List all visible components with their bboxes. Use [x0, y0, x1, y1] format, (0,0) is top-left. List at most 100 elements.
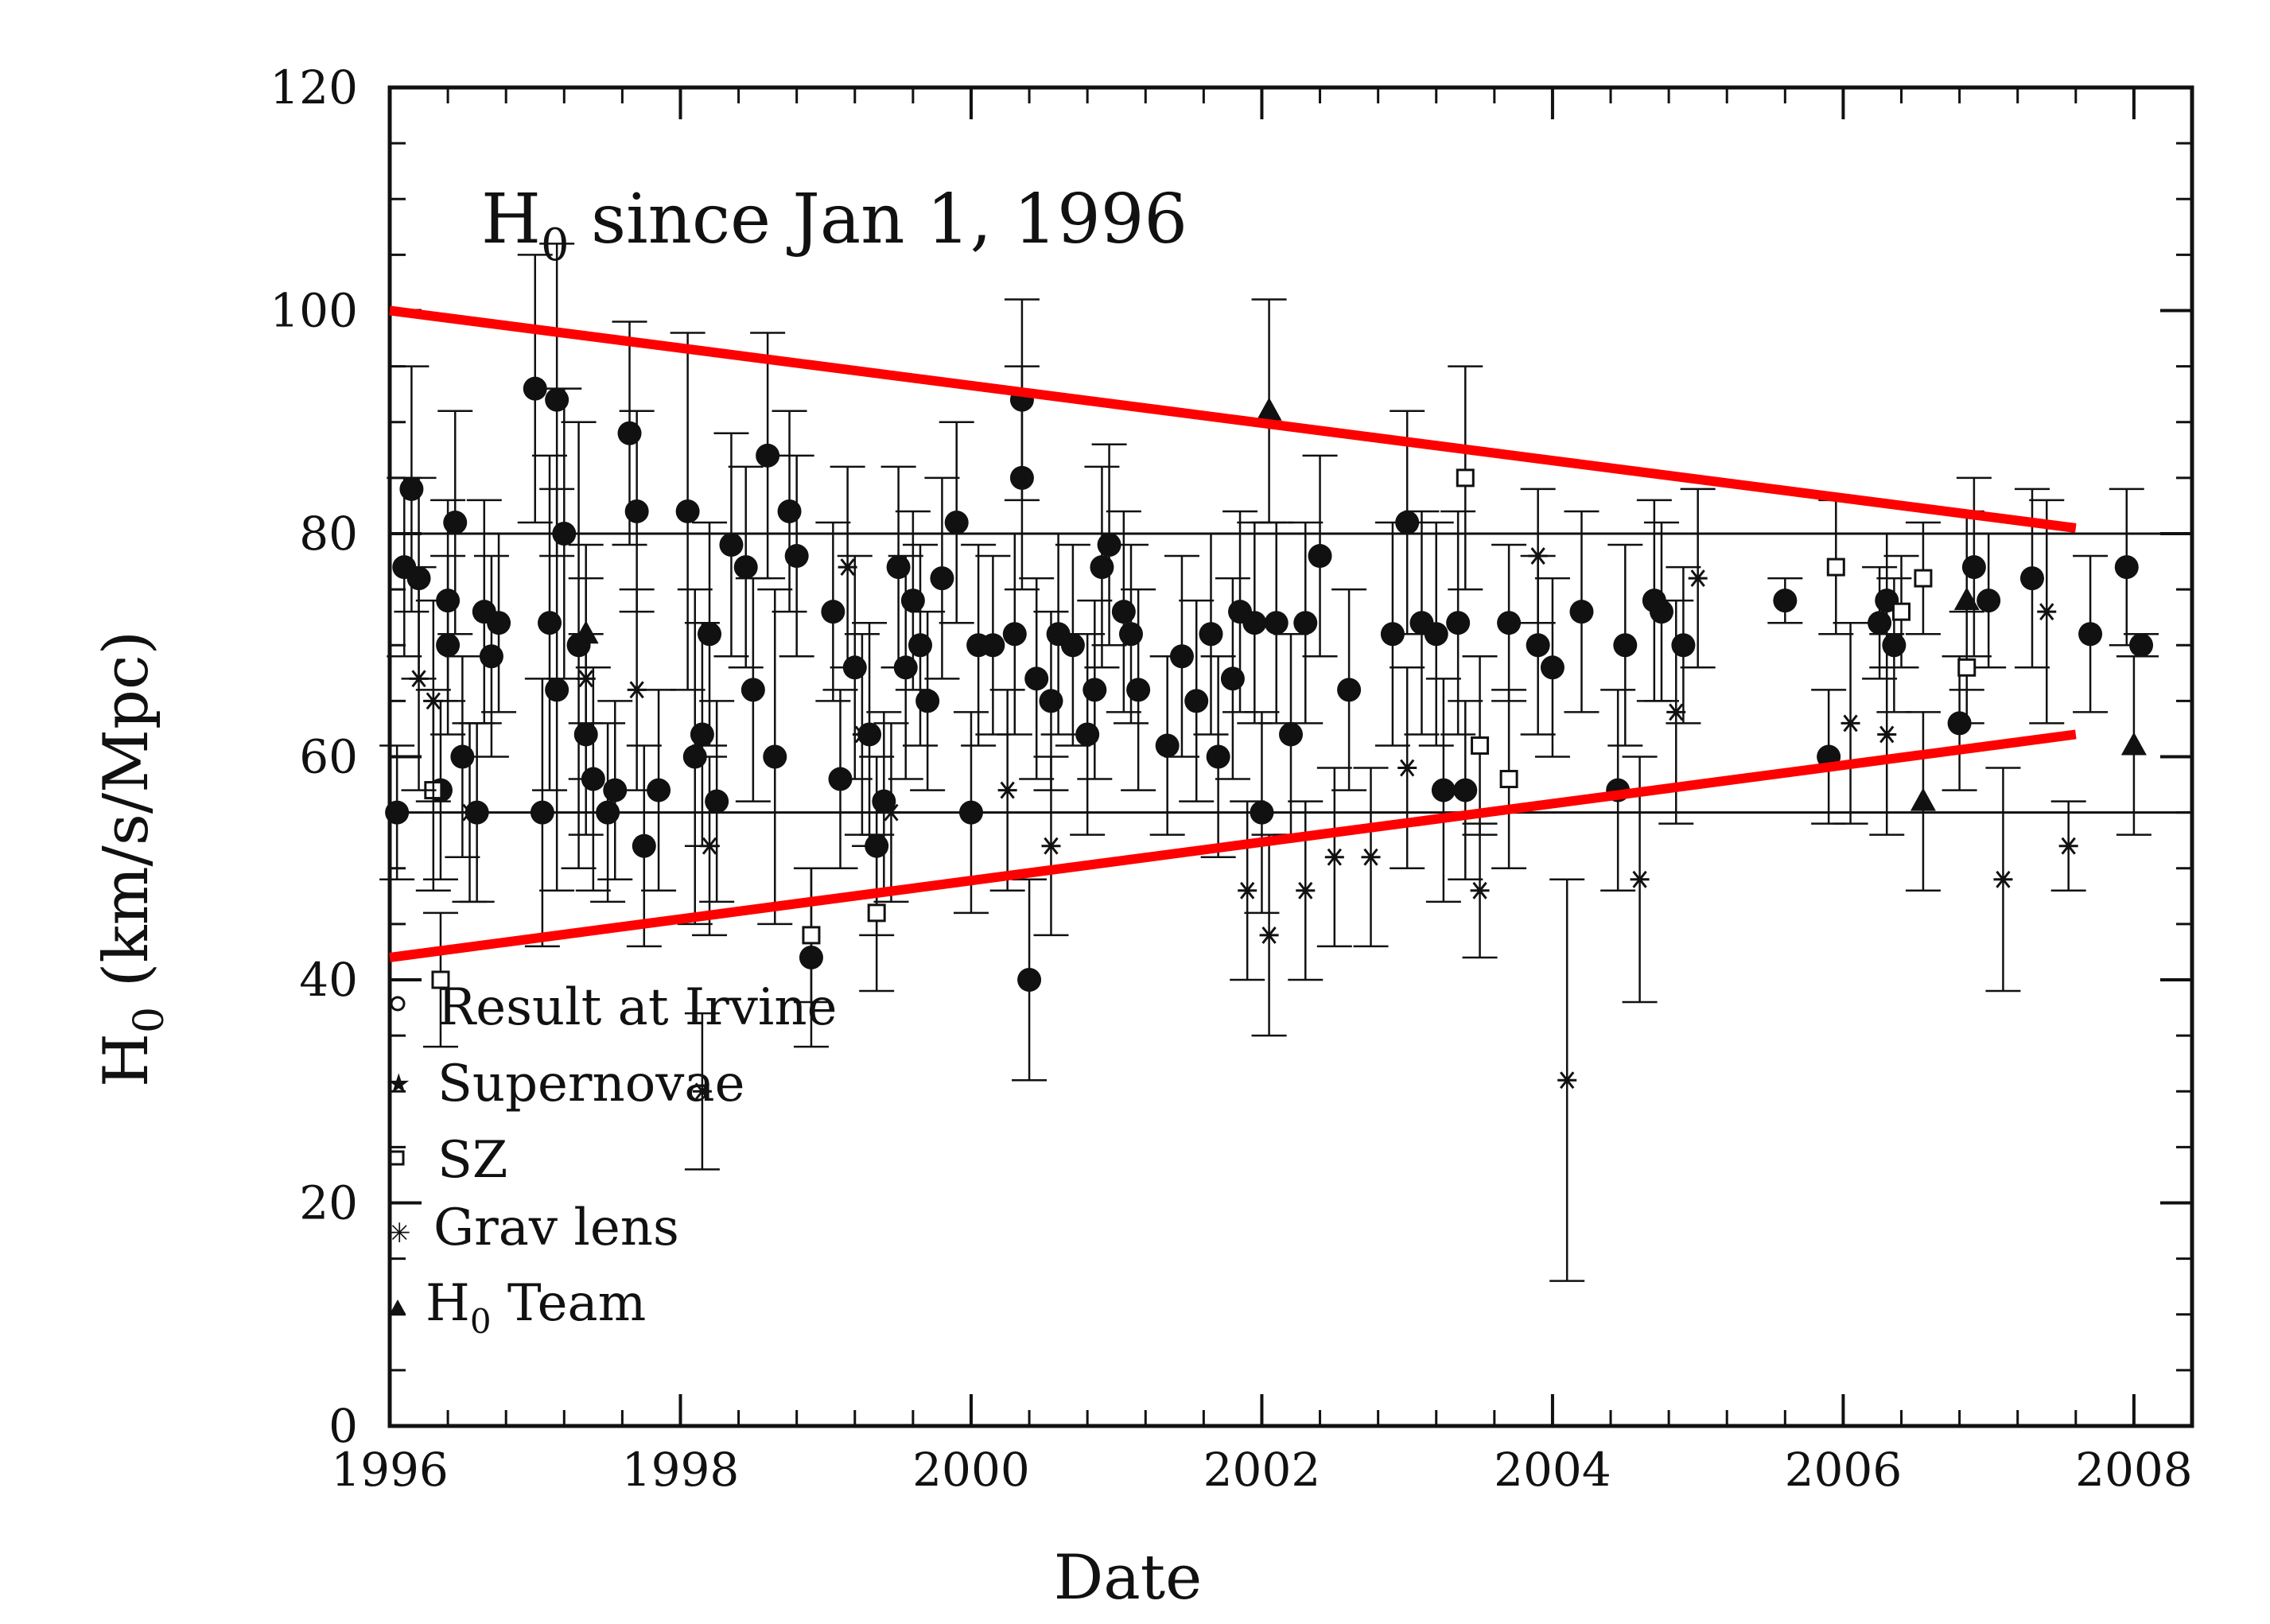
marker-circle: [675, 499, 700, 523]
data-point-square-open: [1949, 610, 1984, 725]
marker-circle: [958, 800, 983, 825]
data-point-circle-filled: [546, 387, 582, 680]
data-point-circle-filled: [1091, 443, 1127, 647]
marker-circle: [763, 744, 787, 769]
data-point-circle-filled: [1862, 565, 1898, 680]
marker-circle: [1431, 778, 1456, 802]
data-point-star-filled: [1833, 621, 1868, 825]
data-point-circle-filled: [1040, 532, 1076, 736]
marker-star: [411, 670, 426, 688]
marker-circle: [1526, 633, 1550, 658]
data-point-circle-filled: [1200, 655, 1236, 858]
data-point-circle-filled: [1004, 298, 1040, 502]
ylabel-sub: 0: [126, 1007, 173, 1033]
data-point-circle-filled: [539, 488, 575, 892]
legend-label: Supernovae: [437, 1055, 744, 1113]
data-point-circle-filled: [437, 410, 473, 635]
data-point-triangle-filled: [1905, 711, 1941, 892]
data-point-circle-filled: [2014, 488, 2050, 669]
x-tick-label: 1998: [622, 1443, 740, 1497]
marker-circle: [399, 476, 424, 501]
marker-star: [1530, 547, 1545, 565]
marker-triangle: [1256, 397, 1282, 421]
marker-triangle: [1953, 587, 1980, 611]
data-point-circle-filled: [1876, 577, 1912, 713]
marker-circle: [530, 800, 554, 825]
marker-circle: [1220, 666, 1245, 691]
ylabel-rest: (km/s/Mpc): [91, 631, 162, 1007]
marker-circle: [1649, 600, 1673, 624]
data-point-circle-filled: [1164, 554, 1199, 758]
x-axis-title: Date: [1054, 1542, 1203, 1614]
data-point-circle-filled: [757, 588, 793, 926]
marker-circle: [1961, 555, 1986, 580]
marker-star: [2039, 603, 2054, 621]
marker-square: [1456, 468, 1475, 488]
marker-circle: [2114, 555, 2139, 580]
data-point-square-open: [1883, 554, 1919, 669]
data-point-square-open: [1818, 499, 1854, 635]
legend-label: H0 Team: [426, 1274, 646, 1341]
marker-circle: [1264, 611, 1289, 635]
marker-star: [1044, 837, 1059, 855]
marker-circle: [1868, 611, 1892, 635]
x-tick-label: 2004: [1494, 1443, 1611, 1497]
data-point-circle-filled: [975, 554, 1011, 736]
data-point-star-filled: [1520, 488, 1556, 624]
marker-circle: [596, 800, 620, 825]
marker-star: [1240, 881, 1255, 899]
marker-circle: [886, 555, 911, 580]
marker-circle: [1882, 633, 1907, 658]
marker-circle: [552, 522, 577, 546]
marker-star: [1327, 848, 1342, 866]
data-point-circle-filled: [2073, 554, 2109, 713]
data-point-circle-filled: [1767, 577, 1803, 624]
marker-star: [1261, 926, 1277, 944]
data-point-circle-filled: [1244, 711, 1280, 915]
data-point-circle-filled: [473, 554, 509, 758]
marker-star: [1879, 725, 1895, 744]
marker-circle: [1206, 744, 1230, 769]
marker-square: [1914, 569, 1933, 588]
marker-circle: [1002, 622, 1027, 647]
legend-marker-star-filled: ★: [387, 1070, 410, 1099]
data-point-star-filled: [844, 632, 880, 836]
data-point-circle-filled: [903, 543, 939, 747]
data-point-star-filled: [684, 1012, 720, 1171]
marker-circle: [756, 443, 780, 468]
data-point-circle-filled: [895, 510, 931, 691]
data-point-circle-filled: [1273, 632, 1308, 836]
marker-circle: [1060, 633, 1085, 658]
data-point-circle-filled: [1643, 521, 1679, 702]
marker-circle: [1111, 600, 1136, 624]
data-point-circle-filled: [2109, 488, 2144, 647]
marker-circle: [1039, 689, 1063, 713]
legend-marker-star-cross: ✳: [388, 1219, 411, 1249]
data-point-star-filled: [415, 599, 451, 802]
marker-star: [1000, 781, 1015, 799]
data-point-circle-filled: [590, 722, 626, 903]
data-point-circle-filled: [997, 532, 1032, 736]
data-point-circle-filled: [728, 465, 764, 669]
data-point-circle-filled: [1149, 655, 1185, 836]
marker-circle: [624, 499, 649, 523]
data-point-circle-filled: [1564, 510, 1599, 713]
marker-circle: [981, 633, 1005, 658]
data-point-circle-filled: [1390, 410, 1425, 635]
data-point-square-open: [1448, 365, 1483, 591]
marker-circle: [1118, 622, 1143, 647]
marker-triangle: [1910, 787, 1936, 811]
data-point-star-filled: [1316, 767, 1352, 948]
data-point-circle-filled: [1534, 577, 1570, 758]
marker-circle: [915, 689, 940, 713]
data-point-star-filled: [1251, 833, 1287, 1037]
marker-square: [1471, 736, 1490, 755]
marker-square: [1892, 602, 1911, 621]
data-point-circle-filled: [1012, 878, 1048, 1082]
marker-star: [1472, 881, 1487, 899]
data-point-circle-filled: [626, 744, 662, 948]
marker-circle: [930, 566, 954, 591]
data-point-triangle-filled: [1251, 298, 1287, 524]
legend-marker-triangle-filled: [390, 1300, 406, 1314]
marker-star: [840, 558, 855, 577]
